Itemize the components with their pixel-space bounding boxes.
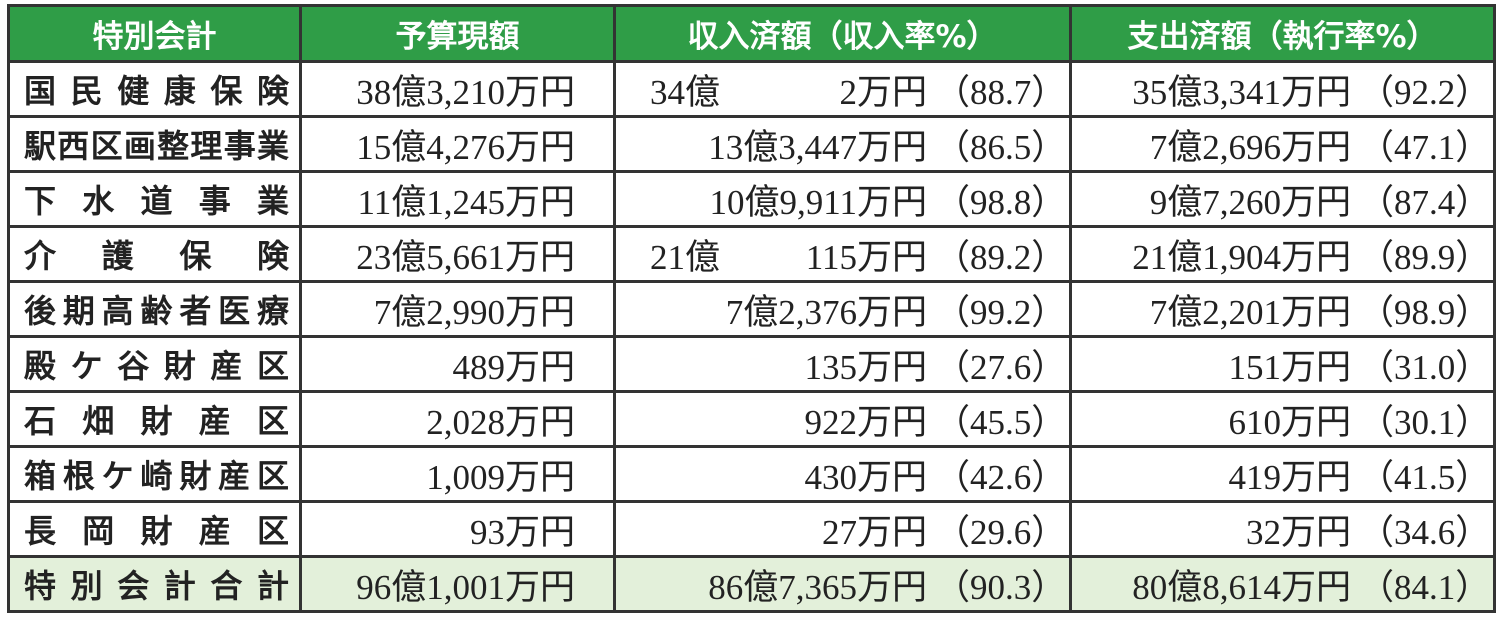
header-revenue: 収入済額（収入率%） <box>613 4 1072 63</box>
revenue-rate: （99.2） <box>935 292 1067 332</box>
table-row: 箱根ケ崎財産区 1,009万円 430万円 （42.6） 419万円 （41.5） <box>7 445 1496 503</box>
revenue-amount: 10億9,911万円 <box>709 182 927 222</box>
revenue-cell: 21億 115万円 （89.2） <box>613 225 1072 283</box>
expense-rate: （87.4） <box>1359 182 1491 222</box>
expense-amount: 21億1,904万円 <box>1132 237 1351 277</box>
expense-cell: 32万円 （34.6） <box>1069 500 1496 558</box>
expense-rate: （34.6） <box>1359 512 1491 552</box>
revenue-cell: 430万円 （42.6） <box>613 445 1072 503</box>
expense-amount: 35億3,341万円 <box>1132 72 1351 112</box>
account-name: 箱根ケ崎財産区 <box>7 445 302 503</box>
expense-amount: 151万円 <box>1228 347 1351 387</box>
expense-amount: 7億2,696万円 <box>1149 127 1351 167</box>
expense-cell: 35億3,341万円 （92.2） <box>1069 60 1496 118</box>
expense-cell: 7億2,696万円 （47.1） <box>1069 115 1496 173</box>
total-budget: 96億1,001万円 <box>299 555 616 613</box>
total-expense-rate: （84.1） <box>1359 567 1491 607</box>
account-name: 介護保険 <box>7 225 302 283</box>
revenue-rate: （45.5） <box>935 402 1067 442</box>
expense-rate: （31.0） <box>1359 347 1491 387</box>
table-row: 駅西区画整理事業 15億4,276万円 13億3,447万円 （86.5） 7億2… <box>7 115 1496 173</box>
revenue-rate: （88.7） <box>935 72 1067 112</box>
total-expense-cell: 80億8,614万円 （84.1） <box>1069 555 1496 613</box>
expense-cell: 151万円 （31.0） <box>1069 335 1496 393</box>
revenue-cell: 922万円 （45.5） <box>613 390 1072 448</box>
budget-amount: 38億3,210万円 <box>299 60 616 118</box>
revenue-amount: 922万円 <box>804 402 927 442</box>
account-name: 長岡財産区 <box>7 500 302 558</box>
revenue-amount: 115万円 <box>805 237 927 277</box>
revenue-cell: 27万円 （29.6） <box>613 500 1072 558</box>
revenue-rate: （27.6） <box>935 347 1067 387</box>
special-account-table-wrapper: 特別会計 予算現額 収入済額（収入率%） 支出済額（執行率%） 国民健康保険 3… <box>7 4 1496 626</box>
expense-cell: 610万円 （30.1） <box>1069 390 1496 448</box>
header-budget: 予算現額 <box>299 4 616 63</box>
budget-amount: 15億4,276万円 <box>299 115 616 173</box>
expense-cell: 7億2,201万円 （98.9） <box>1069 280 1496 338</box>
expense-rate: （41.5） <box>1359 457 1491 497</box>
table-row: 国民健康保険 38億3,210万円 34億 2万円 （88.7） 35億3,341万… <box>7 60 1496 118</box>
account-name: 石畑財産区 <box>7 390 302 448</box>
revenue-amount: 7億2,376万円 <box>725 292 927 332</box>
revenue-cell: 135万円 （27.6） <box>613 335 1072 393</box>
revenue-rate: （89.2） <box>935 237 1067 277</box>
revenue-rate: （42.6） <box>935 457 1067 497</box>
special-account-table: 特別会計 予算現額 収入済額（収入率%） 支出済額（執行率%） 国民健康保険 3… <box>7 4 1496 613</box>
revenue-amount: 13億3,447万円 <box>708 127 927 167</box>
revenue-amount: 430万円 <box>804 457 927 497</box>
expense-cell: 9億7,260万円 （87.4） <box>1069 170 1496 228</box>
table-row: 長岡財産区 93万円 27万円 （29.6） 32万円 （34.6） <box>7 500 1496 558</box>
expense-amount: 9億7,260万円 <box>1149 182 1351 222</box>
table-row: 殿ケ谷財産区 489万円 135万円 （27.6） 151万円 （31.0） <box>7 335 1496 393</box>
table-row: 下水道事業 11億1,245万円 10億9,911万円 （98.8） 9億7,26… <box>7 170 1496 228</box>
revenue-cell: 34億 2万円 （88.7） <box>613 60 1072 118</box>
budget-amount: 1,009万円 <box>299 445 616 503</box>
expense-cell: 21億1,904万円 （89.9） <box>1069 225 1496 283</box>
revenue-rate: （29.6） <box>935 512 1067 552</box>
revenue-amount: 135万円 <box>804 347 927 387</box>
expense-amount: 7億2,201万円 <box>1149 292 1351 332</box>
revenue-cell: 7億2,376万円 （99.2） <box>613 280 1072 338</box>
table-row: 介護保険 23億5,661万円 21億 115万円 （89.2） 21億1,904万… <box>7 225 1496 283</box>
revenue-rate: （98.8） <box>935 182 1067 222</box>
expense-amount: 419万円 <box>1228 457 1351 497</box>
total-revenue-cell: 86億7,365万円 （90.3） <box>613 555 1072 613</box>
revenue-rate: （86.5） <box>935 127 1067 167</box>
expense-amount: 610万円 <box>1228 402 1351 442</box>
table-row: 石畑財産区 2,028万円 922万円 （45.5） 610万円 （30.1） <box>7 390 1496 448</box>
budget-amount: 93万円 <box>299 500 616 558</box>
header-account-name: 特別会計 <box>7 4 302 63</box>
total-name: 特別会計合計 <box>7 555 302 613</box>
revenue-amount: 2万円 <box>839 72 927 112</box>
expense-rate: （89.9） <box>1359 237 1491 277</box>
total-revenue-amount: 86億7,365万円 <box>708 567 927 607</box>
account-name: 国民健康保険 <box>7 60 302 118</box>
revenue-amount: 27万円 <box>821 512 927 552</box>
account-name: 駅西区画整理事業 <box>7 115 302 173</box>
revenue-oku: 21億 <box>650 237 721 277</box>
budget-amount: 2,028万円 <box>299 390 616 448</box>
expense-rate: （30.1） <box>1359 402 1491 442</box>
total-expense-amount: 80億8,614万円 <box>1132 567 1351 607</box>
table-row: 後期高齢者医療 7億2,990万円 7億2,376万円 （99.2） 7億2,20… <box>7 280 1496 338</box>
header-expense: 支出済額（執行率%） <box>1069 4 1496 63</box>
budget-amount: 7億2,990万円 <box>299 280 616 338</box>
budget-amount: 23億5,661万円 <box>299 225 616 283</box>
expense-cell: 419万円 （41.5） <box>1069 445 1496 503</box>
total-revenue-rate: （90.3） <box>935 567 1067 607</box>
total-row: 特別会計合計 96億1,001万円 86億7,365万円 （90.3） 80億8,… <box>7 555 1496 613</box>
expense-rate: （98.9） <box>1359 292 1491 332</box>
expense-amount: 32万円 <box>1245 512 1351 552</box>
revenue-oku: 34億 <box>650 72 721 112</box>
revenue-cell: 10億9,911万円 （98.8） <box>613 170 1072 228</box>
expense-rate: （92.2） <box>1359 72 1491 112</box>
account-name: 後期高齢者医療 <box>7 280 302 338</box>
budget-amount: 489万円 <box>299 335 616 393</box>
table-header-row: 特別会計 予算現額 収入済額（収入率%） 支出済額（執行率%） <box>7 4 1496 63</box>
account-name: 下水道事業 <box>7 170 302 228</box>
account-name: 殿ケ谷財産区 <box>7 335 302 393</box>
expense-rate: （47.1） <box>1359 127 1491 167</box>
budget-amount: 11億1,245万円 <box>299 170 616 228</box>
revenue-cell: 13億3,447万円 （86.5） <box>613 115 1072 173</box>
